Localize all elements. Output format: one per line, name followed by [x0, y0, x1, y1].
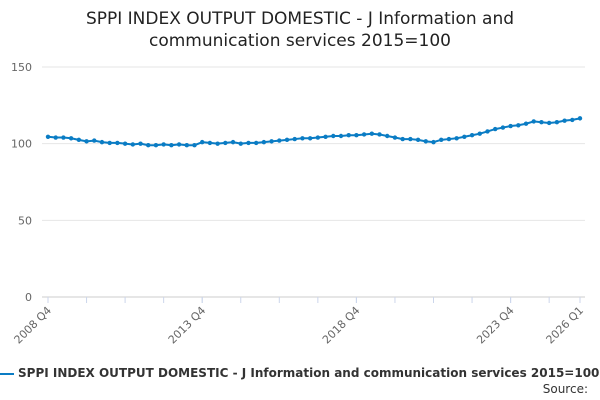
data-point	[107, 140, 112, 146]
data-point	[215, 141, 220, 146]
legend-item[interactable]: SPPI INDEX OUTPUT DOMESTIC - J Informati…	[0, 366, 599, 380]
y-tick-label: 150	[11, 61, 32, 74]
y-tick-label: 0	[25, 291, 32, 304]
data-point	[61, 135, 66, 140]
data-point	[354, 133, 359, 138]
data-point	[169, 143, 174, 148]
data-point	[523, 121, 529, 126]
data-point	[53, 135, 58, 140]
data-point	[469, 133, 475, 138]
data-point	[200, 139, 205, 145]
data-point	[508, 123, 513, 129]
x-tick-label: 2018 Q4	[320, 304, 363, 347]
data-point	[554, 120, 560, 125]
data-point	[184, 143, 189, 148]
data-point	[377, 132, 382, 137]
data-point	[292, 136, 297, 142]
data-point	[115, 140, 120, 146]
data-point	[315, 135, 321, 140]
data-point	[246, 140, 251, 146]
data-point	[385, 133, 390, 139]
data-point	[230, 139, 236, 145]
data-point	[45, 134, 51, 139]
data-point	[161, 142, 166, 147]
data-point	[99, 139, 105, 145]
data-point	[223, 140, 228, 146]
source-label: Source:	[542, 382, 588, 396]
data-point	[269, 139, 274, 144]
data-point	[261, 139, 267, 145]
data-point	[531, 119, 536, 124]
data-point	[122, 141, 128, 146]
y-tick-label: 100	[11, 138, 32, 151]
data-point	[307, 136, 313, 141]
y-tick-label: 50	[18, 214, 32, 227]
data-point	[300, 136, 305, 141]
data-point	[130, 142, 136, 147]
data-point	[346, 133, 351, 138]
x-tick-label: 2026 Q1	[544, 304, 587, 347]
x-tick-label: 2008 Q4	[12, 304, 55, 347]
data-point	[331, 133, 336, 139]
data-point	[207, 140, 213, 146]
data-point	[446, 136, 452, 142]
title-line-1: SPPI INDEX OUTPUT DOMESTIC - J Informati…	[85, 9, 515, 29]
data-point	[68, 136, 74, 141]
data-point	[423, 139, 428, 144]
data-point	[485, 129, 490, 134]
data-point	[492, 126, 498, 132]
data-point	[338, 133, 344, 139]
data-point	[76, 137, 82, 143]
legend-label: SPPI INDEX OUTPUT DOMESTIC - J Informati…	[18, 366, 600, 380]
data-point	[454, 136, 459, 141]
data-point	[392, 135, 398, 140]
data-point	[539, 120, 544, 125]
data-point	[84, 139, 89, 144]
x-tick-label: 2013 Q4	[166, 304, 209, 347]
x-tick-label: 2023 Q4	[474, 304, 517, 347]
data-point	[577, 116, 583, 121]
data-point	[369, 131, 375, 136]
legend-swatch	[0, 372, 14, 375]
data-point	[500, 125, 506, 130]
data-point	[562, 118, 567, 123]
chart-title: SPPI INDEX OUTPUT DOMESTIC - J Informati…	[0, 8, 600, 52]
data-point	[277, 138, 282, 143]
series-line	[47, 117, 581, 147]
data-point	[400, 136, 405, 142]
data-point	[138, 141, 143, 146]
data-point	[192, 143, 197, 148]
data-point	[284, 137, 290, 143]
data-point	[146, 143, 151, 148]
data-point	[153, 143, 159, 148]
data-point	[323, 134, 328, 139]
data-point	[408, 136, 413, 142]
data-point	[477, 131, 482, 136]
title-line-2: communication services 2015=100	[149, 31, 451, 51]
data-point	[546, 120, 552, 126]
data-point	[92, 138, 97, 143]
data-point	[431, 139, 436, 145]
data-point	[253, 140, 259, 146]
data-point	[361, 132, 367, 137]
data-point	[462, 134, 467, 139]
data-point	[439, 137, 444, 143]
data-point	[238, 141, 243, 146]
data-point	[570, 117, 575, 123]
data-point	[176, 142, 182, 147]
data-point	[516, 123, 521, 128]
data-point	[415, 137, 421, 143]
